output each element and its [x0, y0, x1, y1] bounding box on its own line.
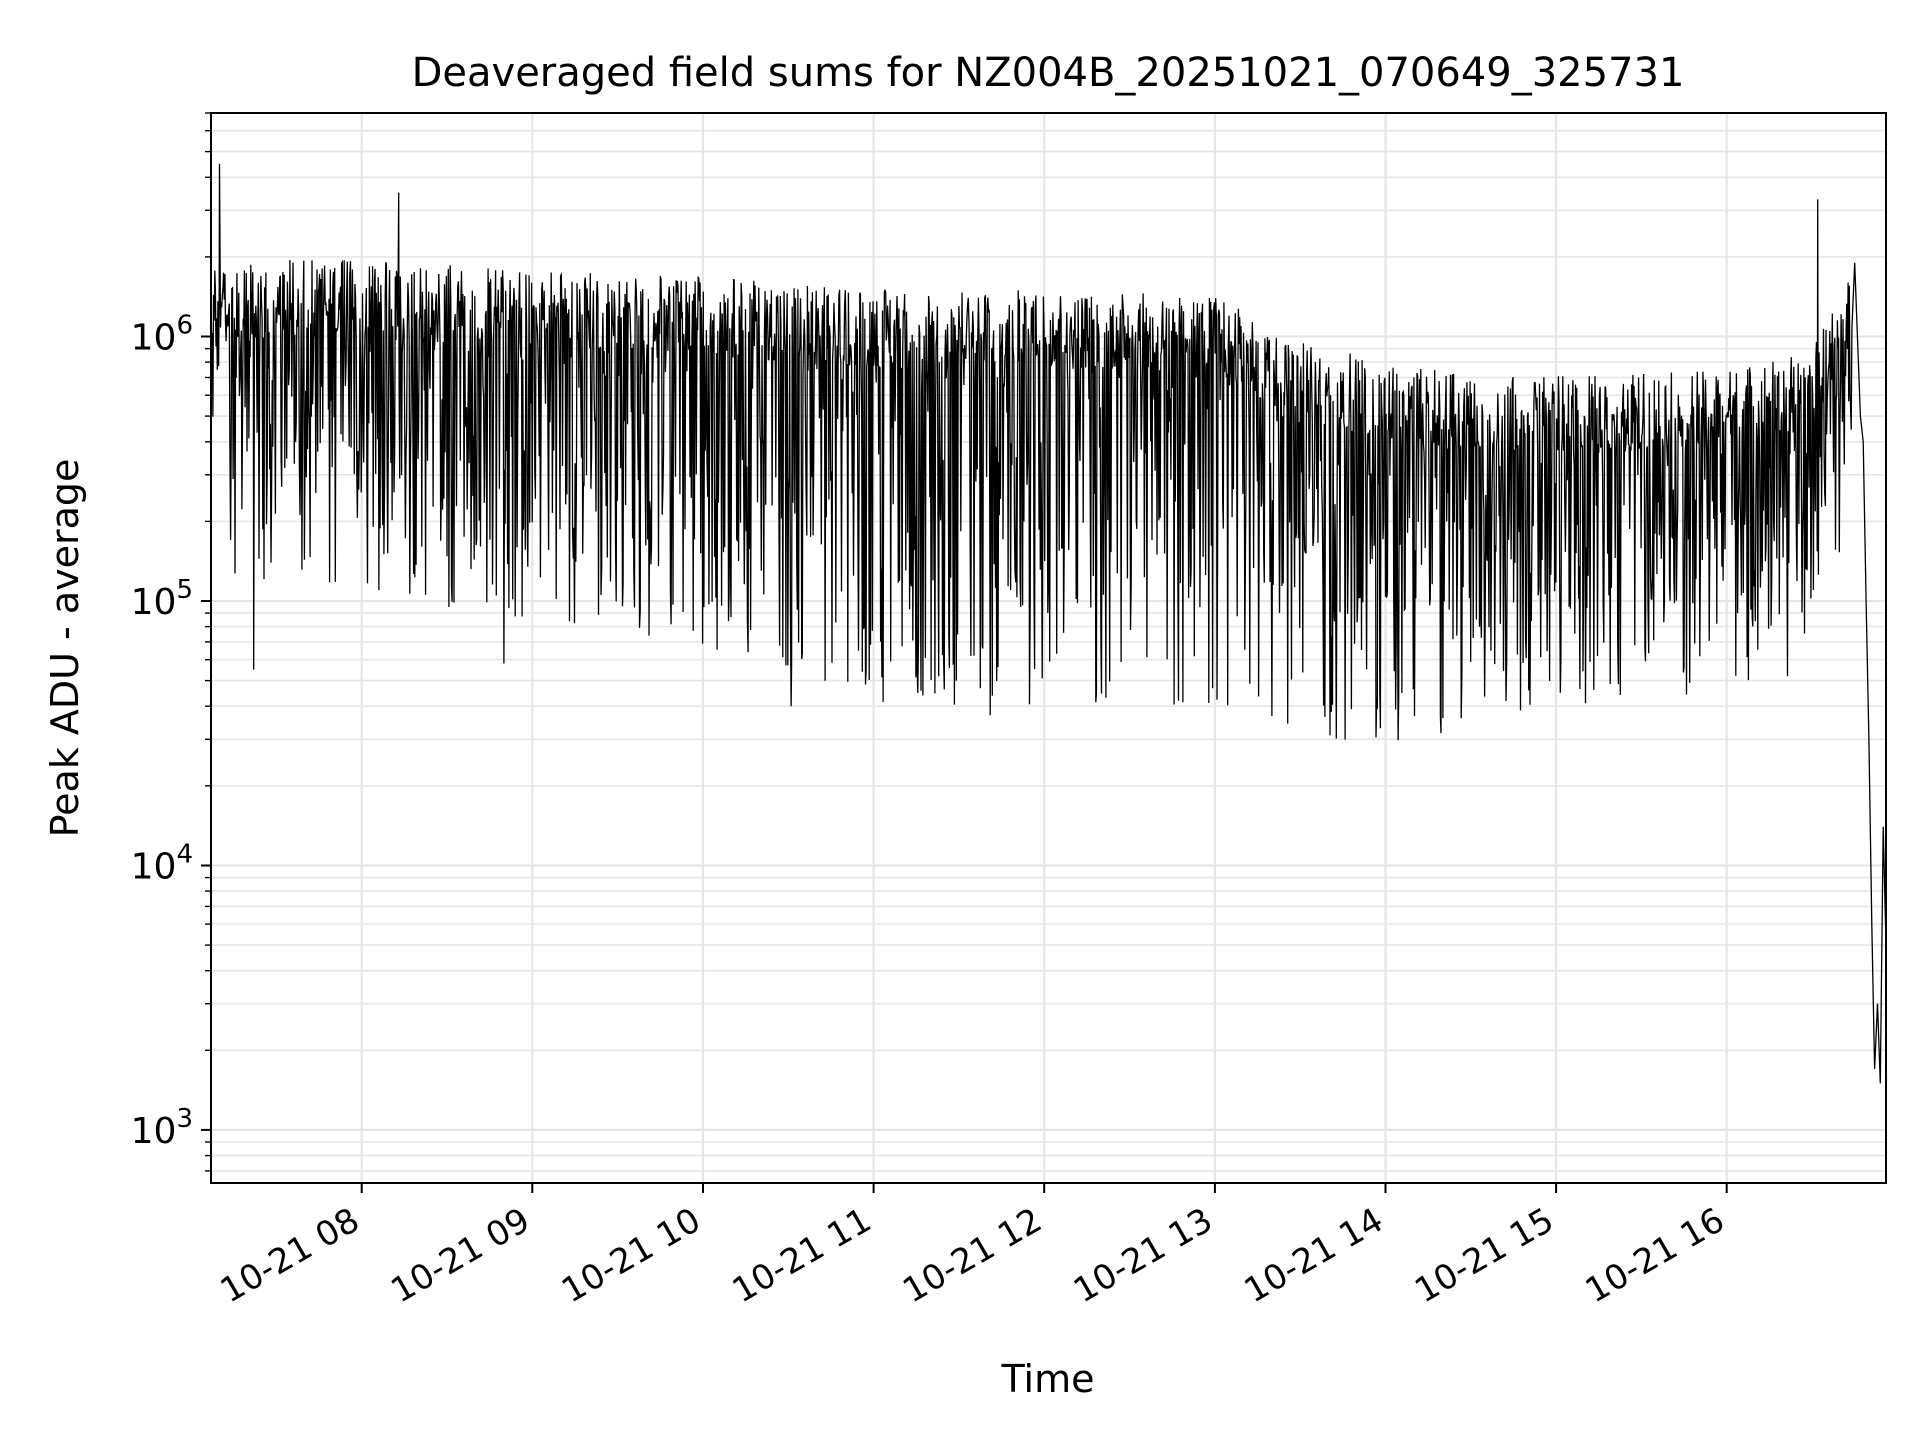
chart-title: Deaveraged field sums for NZ004B_2025102… [412, 50, 1685, 96]
y-tick-exponent: 5 [176, 575, 193, 605]
y-tick-base: 10 [131, 847, 177, 888]
y-tick-base: 10 [131, 1111, 177, 1152]
y-tick-exponent: 3 [176, 1104, 193, 1134]
y-tick-label: 104 [131, 840, 193, 888]
y-tick-base: 10 [131, 318, 177, 359]
series-line [210, 163, 1887, 1084]
y-tick-exponent: 4 [176, 840, 193, 870]
y-tick-label: 103 [131, 1104, 193, 1152]
y-tick-label: 106 [131, 311, 193, 359]
plot-frame [210, 112, 1887, 1184]
y-tick-exponent: 6 [176, 311, 193, 341]
y-tick-label: 105 [131, 575, 193, 623]
y-tick-base: 10 [131, 582, 177, 623]
series-layer [210, 163, 1887, 1084]
y-axis-label: Peak ADU - average [43, 459, 87, 838]
x-axis-label: Time [1001, 1357, 1095, 1401]
